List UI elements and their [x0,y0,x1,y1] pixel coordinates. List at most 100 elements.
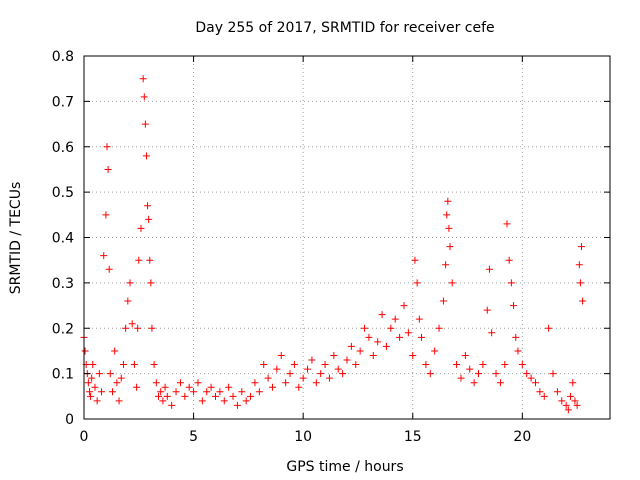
data-point [185,383,193,391]
data-point [479,361,487,369]
data-point [527,374,535,382]
data-point [247,392,255,400]
data-point [176,379,184,387]
data-point [549,370,557,378]
data-point [135,256,143,264]
data-point [147,279,155,287]
data-point [569,379,577,387]
data-point [85,388,93,396]
data-point [575,261,583,269]
data-point [115,397,123,405]
data-point [295,383,303,391]
data-point [564,406,572,414]
data-point [488,329,496,337]
data-point [122,324,130,332]
data-point [576,279,584,287]
data-point [387,324,395,332]
data-point [212,392,219,400]
data-point [378,311,386,319]
data-point [448,279,456,287]
data-point [442,261,450,269]
data-point [352,361,360,369]
data-point [137,224,145,232]
y-tick-label: 0.8 [52,49,74,65]
x-tick-label: 5 [189,429,198,445]
data-point [304,365,312,373]
y-tick-label: 0.4 [52,231,74,247]
data-point [453,361,461,369]
data-point [391,315,399,323]
data-point [150,361,158,369]
data-point [512,333,520,341]
data-point [95,370,103,378]
data-point [106,370,114,378]
data-point [139,75,147,83]
data-point [426,370,434,378]
data-point [470,379,478,387]
data-point [325,374,333,382]
data-point [207,383,215,391]
data-point [461,351,469,359]
data-point [483,306,491,314]
y-tick-label: 0.1 [52,367,74,383]
data-point [124,297,132,305]
data-point [111,347,119,355]
data-point [108,388,116,396]
data-point [194,379,202,387]
x-tick-labels: 0 5 10 15 20 [80,429,532,445]
data-point [422,361,430,369]
data-point [190,388,198,396]
data-point [579,297,587,305]
data-point [558,397,566,405]
data-point [100,252,108,260]
data-point [268,383,276,391]
data-point [89,361,97,369]
data-point [88,374,96,382]
x-tick-label: 15 [404,429,422,445]
data-point [443,211,451,219]
data-point [134,324,142,332]
data-point [144,202,152,210]
data-point [485,265,493,273]
data-point [260,361,268,369]
data-point [113,379,121,387]
x-tick-label: 0 [80,429,89,445]
data-point [141,120,149,128]
data-point [545,324,553,332]
data-point [251,379,259,387]
data-point [229,392,237,400]
data-point [553,388,561,396]
data-point [312,379,320,387]
data-point [84,379,92,387]
data-point [203,388,211,396]
data-point [91,383,99,391]
data-point [242,397,250,405]
data-point [148,324,156,332]
data-point [536,388,544,396]
plot-frame [83,55,611,420]
data-point [172,388,180,396]
data-point [457,374,465,382]
data-point [321,361,329,369]
data-point [102,211,110,219]
data-point [146,256,154,264]
y-tick-label: 0 [65,412,74,428]
data-point [238,388,246,396]
x-axis-label: GPS time / hours [286,459,403,475]
data-point [225,383,233,391]
data-point [404,329,412,337]
data-point [514,347,522,355]
data-point [117,374,125,382]
data-point [382,342,390,350]
data-point [168,401,176,409]
x-tick-label: 20 [513,429,531,445]
data-point [334,365,342,373]
data-point [374,338,382,346]
x-tick-label: 10 [294,429,312,445]
data-point [119,361,127,369]
data-point [411,256,419,264]
data-point [446,243,454,251]
data-point [361,324,369,332]
data-point [87,392,95,400]
